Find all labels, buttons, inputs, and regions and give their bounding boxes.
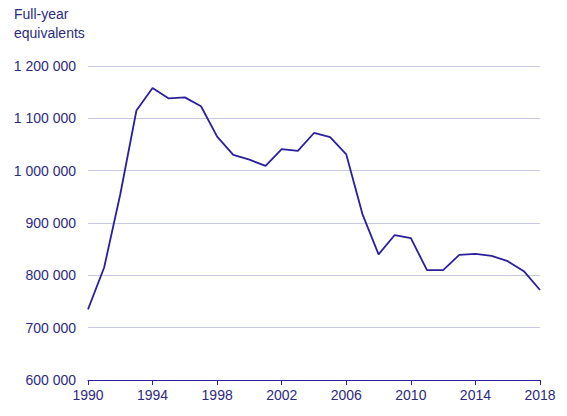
svg-text:1 200 000: 1 200 000 [14, 58, 76, 74]
svg-text:Full-year: Full-year [14, 6, 72, 22]
svg-text:800 000: 800 000 [25, 267, 76, 283]
svg-text:2014: 2014 [460, 387, 491, 403]
svg-text:1998: 1998 [202, 387, 233, 403]
svg-text:700 000: 700 000 [25, 320, 76, 336]
svg-text:2002: 2002 [266, 387, 297, 403]
svg-text:1 100 000: 1 100 000 [14, 110, 76, 126]
svg-text:2006: 2006 [331, 387, 362, 403]
svg-text:1994: 1994 [137, 387, 168, 403]
svg-text:2018: 2018 [524, 387, 555, 403]
svg-text:600 000: 600 000 [25, 372, 76, 388]
svg-text:equivalents: equivalents [14, 25, 85, 41]
svg-text:2010: 2010 [395, 387, 426, 403]
svg-text:1990: 1990 [72, 387, 103, 403]
svg-text:1 000 000: 1 000 000 [14, 163, 76, 179]
svg-text:900 000: 900 000 [25, 215, 76, 231]
